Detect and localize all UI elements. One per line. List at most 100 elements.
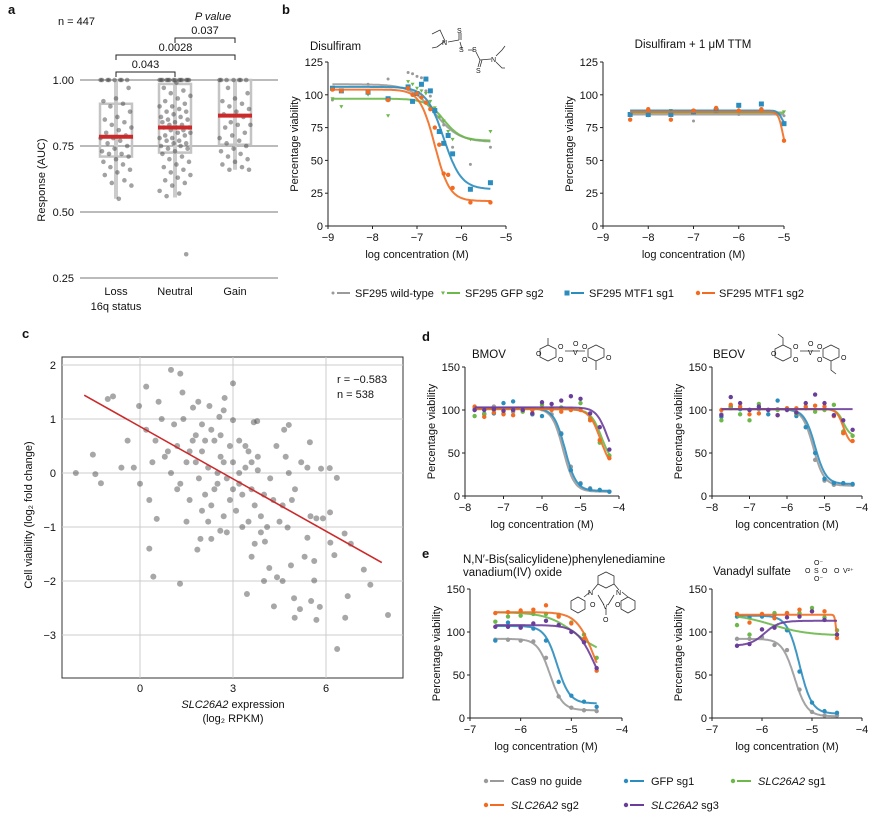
data-point [841, 431, 846, 436]
data-point [597, 487, 602, 493]
svg-text:O: O [822, 568, 828, 575]
x-tick-label: −5 [806, 724, 819, 736]
data-point [232, 96, 238, 101]
data-point [423, 91, 428, 96]
data-point [594, 665, 599, 671]
data-point [251, 540, 258, 547]
data-point [189, 437, 196, 444]
data-point [161, 453, 168, 460]
data-point [543, 618, 549, 624]
data-point [812, 403, 818, 408]
data-point [120, 101, 126, 107]
data-point [318, 465, 325, 472]
data-point [432, 125, 437, 130]
data-point [822, 609, 827, 614]
data-point [181, 167, 186, 173]
data-point [587, 411, 593, 416]
data-point [367, 581, 374, 588]
data-point [441, 119, 446, 124]
data-point [195, 475, 202, 482]
data-point [89, 451, 96, 458]
x-tick-label: −5 [778, 232, 791, 244]
data-point [531, 626, 536, 631]
data-point [267, 475, 274, 482]
data-point [450, 185, 455, 191]
series-sf295-wild-type [330, 70, 492, 166]
legend-item: SLC26A2 sg2 [483, 800, 579, 812]
data-point [158, 114, 164, 120]
data-point [178, 143, 183, 149]
series-slc26a2-sg3 [719, 392, 855, 432]
series-sf295-mtf1-sg2 [627, 105, 787, 143]
data-point [202, 491, 209, 498]
data-point [226, 443, 233, 449]
svg-text:V²⁺: V²⁺ [843, 568, 854, 575]
data-point [556, 622, 561, 628]
fit-curve [332, 85, 491, 190]
data-point [188, 130, 193, 136]
data-point [230, 459, 236, 466]
data-point [243, 77, 249, 83]
data-point [330, 87, 335, 92]
data-point [781, 138, 787, 143]
data-point [118, 464, 125, 471]
data-point [282, 453, 289, 460]
data-point [437, 142, 442, 147]
data-point [172, 119, 178, 125]
data-point [72, 470, 79, 476]
data-point [646, 107, 651, 112]
x-axis-label: 16q status [91, 301, 142, 313]
data-point [734, 611, 740, 617]
data-point [518, 608, 523, 613]
data-point [766, 407, 771, 413]
data-point [113, 96, 119, 101]
data-point [129, 125, 134, 130]
y-tick-label: 25 [311, 188, 323, 200]
fit-curve [495, 624, 598, 669]
data-point [568, 394, 574, 399]
data-point [169, 135, 175, 141]
fit-curve [495, 611, 598, 664]
data-point [176, 106, 182, 112]
data-point [556, 694, 561, 699]
data-point [482, 414, 487, 420]
y-tick-label: 0.25 [53, 273, 74, 285]
data-point [311, 558, 318, 565]
data-point [217, 135, 222, 141]
data-point [112, 77, 117, 83]
data-point [185, 117, 190, 122]
data-point [467, 186, 473, 192]
data-point [812, 392, 818, 397]
legend-marker [564, 290, 570, 296]
data-point [127, 109, 133, 114]
data-point [365, 89, 371, 95]
x-axis-label: log concentration (M) [642, 249, 745, 261]
data-point [298, 459, 305, 466]
data-point [227, 167, 232, 173]
data-point [493, 638, 498, 643]
gene-name: SLC26A2 [511, 800, 558, 812]
chart-e1 [467, 588, 623, 721]
data-point [319, 515, 326, 522]
data-point [97, 480, 104, 487]
chart-title: Disulfiram [310, 41, 361, 53]
data-point [126, 154, 131, 159]
svg-text:N: N [442, 40, 447, 47]
data-point [291, 614, 298, 621]
data-point [165, 146, 171, 151]
series-slc26a2-sg3 [734, 609, 840, 648]
svg-text:O: O [805, 568, 811, 575]
data-point [510, 399, 516, 404]
data-point [194, 546, 201, 553]
data-point [581, 640, 587, 645]
x-tick-label: Loss [104, 286, 128, 298]
panel-label-d: d [422, 329, 430, 344]
data-point [238, 77, 243, 83]
svg-text:N: N [588, 590, 593, 597]
y-tick-label: 0 [454, 491, 460, 503]
data-point [385, 612, 391, 619]
data-point [122, 119, 127, 125]
y-tick-label: −2 [43, 576, 56, 588]
data-point [164, 138, 169, 144]
data-point [116, 127, 122, 133]
